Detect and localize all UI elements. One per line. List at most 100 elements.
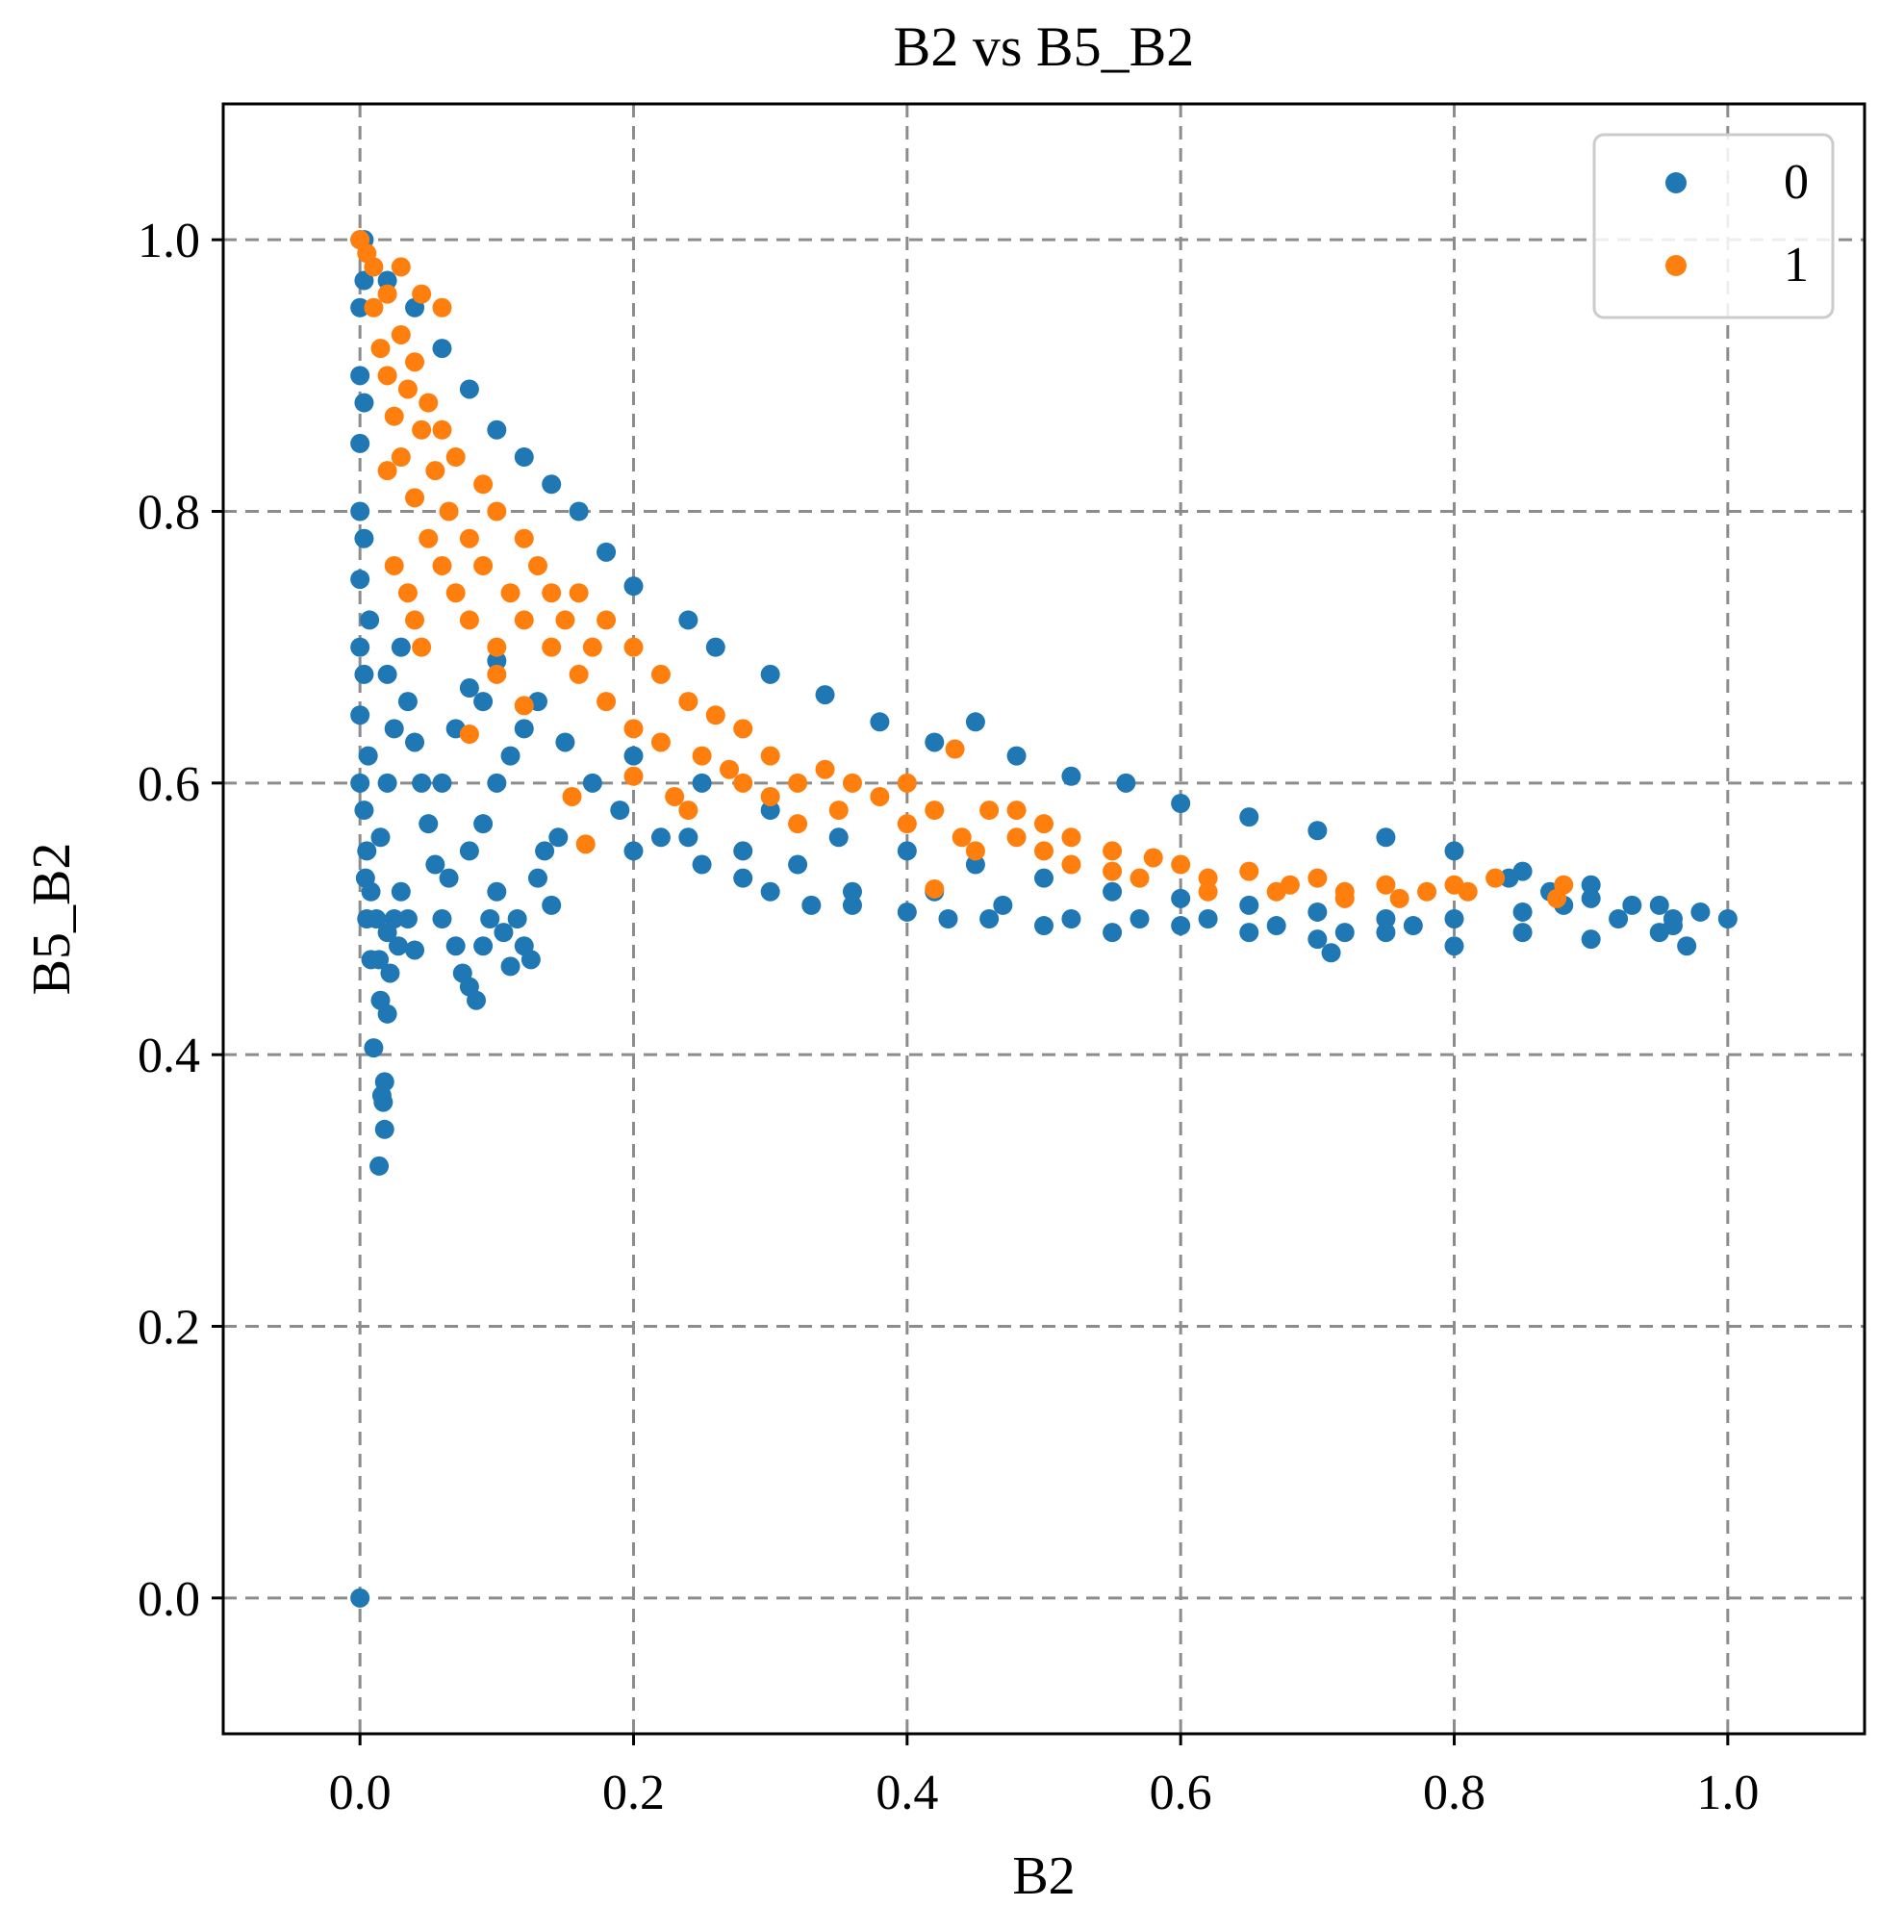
data-point xyxy=(1171,888,1191,908)
data-point xyxy=(1334,888,1355,908)
data-point xyxy=(788,854,808,875)
data-point xyxy=(487,501,507,521)
data-point xyxy=(733,868,753,888)
data-point xyxy=(514,447,534,468)
data-point xyxy=(350,705,370,725)
data-point xyxy=(597,542,617,562)
data-point xyxy=(514,528,534,548)
data-point xyxy=(527,868,547,888)
data-point xyxy=(650,732,671,752)
data-point xyxy=(760,786,780,806)
data-point xyxy=(459,678,479,699)
data-point xyxy=(1444,936,1464,956)
data-point xyxy=(364,1038,384,1058)
data-point xyxy=(1677,936,1697,956)
data-point xyxy=(1103,923,1123,943)
data-point xyxy=(965,712,985,732)
data-point xyxy=(815,685,835,705)
data-point xyxy=(1061,854,1081,875)
data-point xyxy=(445,447,466,468)
data-point xyxy=(500,583,520,603)
data-point xyxy=(1307,929,1328,950)
data-point xyxy=(358,746,378,766)
data-point xyxy=(357,841,377,861)
data-point xyxy=(1554,875,1574,895)
data-point xyxy=(733,841,753,861)
data-point xyxy=(350,637,370,657)
data-point xyxy=(360,610,380,630)
data-point xyxy=(373,1092,393,1112)
data-point xyxy=(705,637,725,657)
data-point xyxy=(692,773,712,793)
data-point xyxy=(1006,827,1027,848)
data-point xyxy=(1130,868,1150,888)
data-point xyxy=(391,637,411,657)
data-point xyxy=(370,339,391,359)
data-point xyxy=(1690,902,1711,922)
data-point xyxy=(419,814,439,834)
legend-marker-1 xyxy=(1665,255,1687,276)
data-point xyxy=(542,637,562,657)
data-point xyxy=(350,773,370,793)
data-point xyxy=(384,909,404,928)
data-point xyxy=(405,940,425,960)
x-tick-label: 0.2 xyxy=(602,1766,665,1820)
data-point xyxy=(425,854,445,875)
data-point xyxy=(665,786,685,806)
x-axis: 0.0 0.2 0.4 0.6 0.8 1.0 xyxy=(329,1734,1759,1820)
data-point xyxy=(1376,875,1396,895)
data-point xyxy=(870,786,890,806)
data-point xyxy=(925,878,945,899)
data-point xyxy=(487,419,507,440)
series-0 xyxy=(350,230,1738,1608)
data-point xyxy=(1307,821,1328,841)
legend-marker-0 xyxy=(1665,172,1687,193)
data-point xyxy=(555,732,575,752)
data-point xyxy=(993,895,1013,915)
data-point xyxy=(1334,923,1355,943)
data-point xyxy=(397,379,418,399)
data-point xyxy=(494,923,514,943)
data-point xyxy=(459,379,479,399)
data-point xyxy=(1143,848,1163,868)
data-point xyxy=(459,724,479,745)
series-1 xyxy=(350,230,1574,908)
data-point xyxy=(445,583,466,603)
data-point xyxy=(1499,868,1519,888)
data-point xyxy=(562,786,582,806)
data-point xyxy=(405,352,425,372)
data-point xyxy=(760,746,780,766)
data-point xyxy=(369,1156,390,1176)
data-point xyxy=(350,433,370,453)
data-point xyxy=(623,766,644,786)
data-point xyxy=(350,366,370,386)
data-point xyxy=(520,950,541,970)
x-tick-label: 0.6 xyxy=(1150,1766,1212,1820)
data-point xyxy=(1663,909,1683,928)
data-point xyxy=(692,746,712,766)
data-point xyxy=(473,555,494,575)
data-point xyxy=(597,692,617,712)
data-point xyxy=(367,909,387,928)
data-point xyxy=(350,297,370,318)
data-point xyxy=(405,488,425,508)
data-point xyxy=(1061,766,1081,786)
data-point xyxy=(405,610,425,630)
data-point xyxy=(650,827,671,848)
data-point xyxy=(350,501,370,521)
data-point xyxy=(842,773,862,793)
data-point xyxy=(542,895,562,915)
data-point xyxy=(377,284,397,304)
data-point xyxy=(487,773,507,793)
data-point xyxy=(473,474,494,495)
data-point xyxy=(374,1072,394,1092)
data-point xyxy=(925,732,945,752)
data-point xyxy=(1609,909,1629,928)
data-point xyxy=(354,664,374,684)
data-point xyxy=(467,990,487,1010)
data-point xyxy=(1103,881,1123,902)
data-point xyxy=(650,664,671,684)
data-point xyxy=(459,610,479,630)
data-point xyxy=(397,909,418,928)
data-point xyxy=(1266,916,1286,936)
